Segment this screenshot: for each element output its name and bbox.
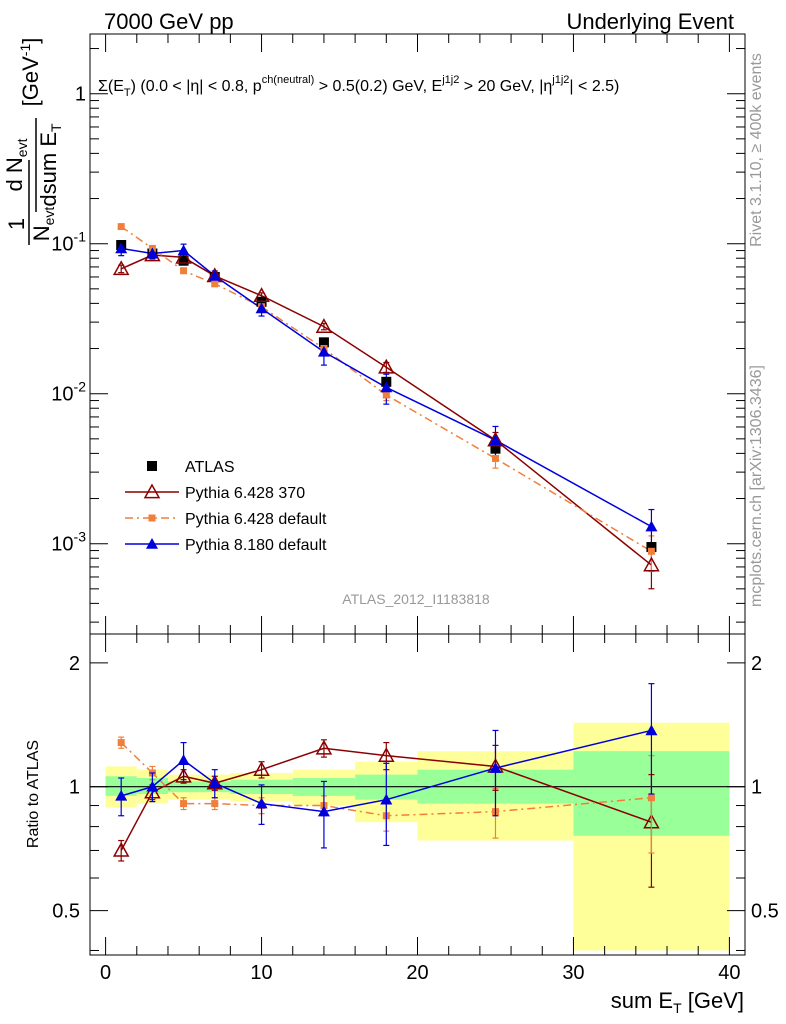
main-y-tick-label: 10-2 <box>51 379 86 406</box>
main-point <box>380 381 393 393</box>
ratio-point <box>489 762 502 773</box>
ratio-point <box>378 747 395 762</box>
main-point <box>315 318 333 333</box>
main-point <box>643 556 660 572</box>
main-y-tick-label: 10-3 <box>51 529 86 556</box>
main-panel: 10-3 10-2 10-1 1 ATLAS Pythia 6.428 370 Pythia… <box>51 33 746 635</box>
legend-marker <box>146 538 158 549</box>
ratio-point <box>180 800 188 808</box>
main-point <box>117 223 125 231</box>
header-right: Underlying Event <box>566 9 734 34</box>
plot-title: Σ(ET) (0.0 < |η| < 0.8, pch(neutral) > 0… <box>98 74 619 99</box>
x-tick-label: 30 <box>562 962 584 984</box>
ratio-y-tick-label-left: 1 <box>69 777 80 799</box>
legend-marker <box>143 483 161 499</box>
main-point <box>255 302 268 314</box>
main-point <box>253 287 270 303</box>
main-point <box>646 542 657 553</box>
main-point <box>115 242 128 254</box>
x-axis-label: sum ET [GeV] <box>611 988 744 1016</box>
ratio-point <box>146 780 159 792</box>
main-point <box>146 247 159 259</box>
mcplots-label: mcplots.cern.ch [arXiv:1306.3436] <box>748 365 765 607</box>
main-point <box>491 454 499 462</box>
main-point <box>645 520 658 532</box>
ratio-point <box>253 761 270 777</box>
ratio-y-axis-label: Ratio to ATLAS <box>25 740 42 848</box>
main-point <box>490 443 501 454</box>
ratio-point <box>117 739 125 747</box>
analysis-id: ATLAS_2012_I1183818 <box>342 591 490 607</box>
main-point <box>211 280 219 288</box>
legend-marker <box>147 461 157 471</box>
ratio-y-tick-label-right: 2 <box>751 653 762 675</box>
ylabel-nevt: Nevt <box>29 207 57 242</box>
ratio-point <box>317 805 330 817</box>
ratio-point <box>175 767 192 783</box>
ratio-point <box>315 739 333 755</box>
main-point <box>208 269 221 281</box>
ratio-point <box>380 793 393 805</box>
ylabel-dn: d Nevt <box>2 138 30 191</box>
ylabel-one: 1 <box>4 218 29 230</box>
legend-label: Pythia 6.428 default <box>185 511 327 528</box>
main-point <box>175 248 192 264</box>
ratio-y-tick-label-right: 0.5 <box>751 901 779 923</box>
ratio-point <box>112 841 130 857</box>
ratio-y-tick-label-left: 0.5 <box>52 901 80 923</box>
main-point <box>647 547 655 555</box>
ratio-point <box>211 800 219 808</box>
header-left: 7000 GeV pp <box>104 9 234 34</box>
ratio-panel: 0.5 0.51 12 20 10 20 30 40 <box>52 633 779 984</box>
ratio-point <box>208 777 221 788</box>
main-point <box>180 267 188 275</box>
main-y-tick-label: 10-1 <box>51 229 86 256</box>
ratio-point <box>255 797 268 809</box>
main-point <box>487 431 504 447</box>
legend-label: Pythia 8.180 default <box>185 537 327 554</box>
main-point <box>318 337 329 348</box>
ratio-y-tick-label-right: 1 <box>751 777 762 799</box>
legend-marker <box>148 514 156 522</box>
legend-label: ATLAS <box>185 459 235 476</box>
main-point <box>317 345 330 357</box>
ratio-point <box>647 794 655 802</box>
x-tick-label: 20 <box>406 962 428 984</box>
rivet-label: Rivet 3.1.10, ≥ 400k events <box>748 53 765 247</box>
main-point <box>489 434 502 445</box>
ylabel-unit: [GeV-1] <box>17 38 43 107</box>
ylabel-dsum: dsum ET <box>36 123 64 207</box>
ratio-point <box>177 754 190 765</box>
main-point <box>382 391 390 399</box>
ratio-y-tick-label-left: 2 <box>69 653 80 675</box>
ratio-point <box>115 789 128 801</box>
x-tick-label: 0 <box>100 962 111 984</box>
x-tick-label: 40 <box>718 962 740 984</box>
main-point <box>177 244 190 256</box>
main-y-tick-label: 1 <box>75 84 86 106</box>
main-point <box>378 358 395 374</box>
ratio-point <box>645 724 658 736</box>
main-y-axis-label: 1 Nevt d Nevt dsum ET [GeV-1] <box>2 38 64 245</box>
x-tick-label: 10 <box>250 962 272 984</box>
main-point <box>178 255 189 266</box>
legend-label: Pythia 6.428 370 <box>185 485 305 502</box>
main-point <box>112 260 130 276</box>
